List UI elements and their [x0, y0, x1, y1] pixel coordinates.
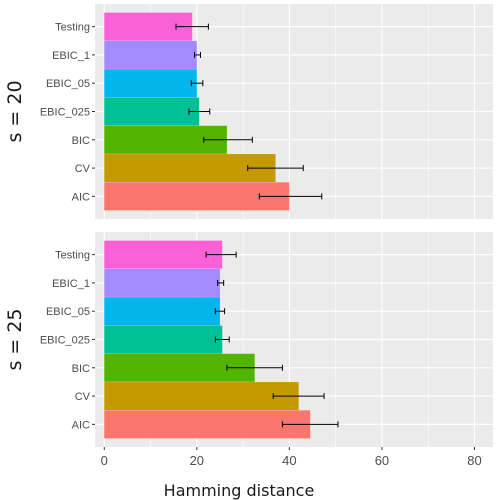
x-axis: 0 20 40 60 80: [101, 447, 482, 468]
error-bar: [188, 108, 211, 115]
error-bar: [226, 364, 283, 371]
y-tick-label: EBIC_1: [52, 278, 90, 290]
error-bar: [272, 393, 325, 400]
y-tick-label: AIC: [72, 419, 90, 431]
facet-strip-label: s = 25: [4, 308, 26, 370]
x-tick-label: 60: [375, 453, 389, 468]
y-tick-label: EBIC_05: [46, 78, 90, 90]
x-tick-label: 80: [467, 453, 481, 468]
bar: [104, 240, 223, 269]
y-tick-label: CV: [75, 391, 91, 403]
bar: [104, 97, 200, 126]
bar: [104, 154, 276, 183]
y-tick-label: EBIC_1: [52, 50, 90, 62]
bar: [104, 297, 220, 326]
bar: [104, 268, 220, 297]
bar: [104, 69, 197, 98]
y-tick-label: Testing: [55, 22, 90, 34]
facets-layer: Testing EBIC_1 EBIC_05 EBIC_025 BIC CV AIC s = …: [4, 4, 493, 447]
facet-panel: Testing EBIC_1 EBIC_05 EBIC_025 BIC CV AIC s = …: [4, 4, 493, 219]
x-tick-label: 40: [282, 453, 296, 468]
bar: [104, 382, 299, 411]
error-bar: [281, 421, 339, 428]
error-bar: [190, 80, 204, 87]
x-tick-label: 20: [190, 453, 204, 468]
error-bar: [247, 165, 304, 172]
error-bar: [214, 308, 226, 315]
error-bar: [175, 23, 209, 30]
bar: [104, 410, 311, 439]
error-bar: [194, 51, 202, 58]
error-bar: [258, 193, 323, 200]
y-tick-label: BIC: [72, 135, 90, 147]
bar: [104, 40, 197, 69]
error-bar: [214, 336, 230, 343]
bar: [104, 182, 290, 211]
y-tick-label: AIC: [72, 191, 90, 203]
y-tick-label: Testing: [55, 250, 90, 262]
y-tick-label: EBIC_025: [40, 107, 90, 119]
y-tick-label: BIC: [72, 363, 90, 375]
facet-strip-label: s = 20: [4, 80, 26, 142]
y-tick-label: EBIC_025: [40, 335, 90, 347]
x-tick-label: 0: [101, 453, 108, 468]
facet-panel: Testing EBIC_1 EBIC_05 EBIC_025 BIC CV AIC s = …: [4, 232, 493, 447]
error-bar: [205, 251, 237, 258]
bar: [104, 325, 223, 354]
x-axis-title: Hamming distance: [164, 481, 315, 500]
y-tick-label: CV: [75, 163, 91, 175]
y-tick-label: EBIC_05: [46, 306, 90, 318]
error-bar: [217, 279, 225, 286]
error-bar: [203, 136, 253, 143]
